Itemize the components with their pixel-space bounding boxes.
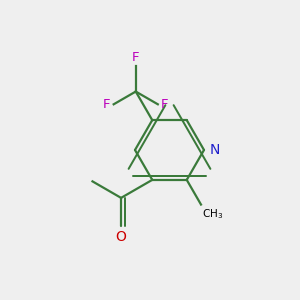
Text: F: F [103, 98, 111, 111]
Text: F: F [161, 98, 168, 111]
Text: O: O [116, 230, 127, 244]
Text: N: N [209, 143, 220, 157]
Text: CH$_3$: CH$_3$ [202, 208, 224, 221]
Text: F: F [132, 51, 140, 64]
